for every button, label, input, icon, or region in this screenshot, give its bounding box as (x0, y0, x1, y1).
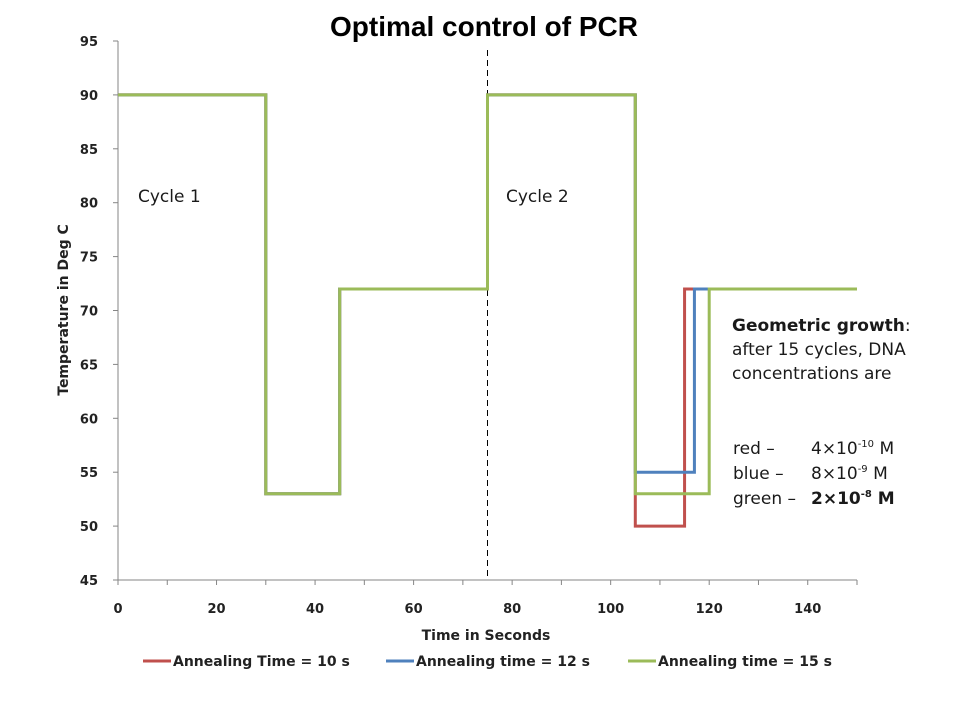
series-lines (118, 93, 857, 528)
concentration-value: 4×10-10 M (811, 439, 895, 459)
concentration-value: 2×10-8 M (811, 489, 895, 509)
growth-body: after 15 cycles, DNA concentrations are (732, 340, 906, 384)
y-tick-label: 90 (80, 89, 98, 104)
concentration-label: blue – (733, 464, 784, 484)
y-tick-label: 65 (80, 358, 98, 373)
concentration-row: green – 2×10-8 M (733, 487, 895, 512)
concentration-list: red – 4×10-10 M blue – 8×10-9 M green – 2×10… (733, 437, 895, 512)
concentration-value: 8×10-9 M (811, 464, 888, 484)
concentration-row: blue – 8×10-9 M (733, 462, 895, 487)
series-line-3 (118, 93, 857, 496)
x-tick-label: 60 (405, 602, 423, 617)
y-tick-label: 60 (80, 412, 98, 427)
y-tick-label: 70 (80, 305, 98, 320)
growth-colon: : (904, 316, 911, 336)
y-axis-ticks: 45 50 55 60 65 70 75 80 85 90 95 (80, 35, 118, 589)
legend-label: Annealing time = 15 s (658, 654, 832, 670)
y-tick-label: 80 (80, 197, 98, 212)
legend-item-3: Annealing time = 15 s (628, 654, 832, 670)
x-axis-title: Time in Seconds (422, 628, 551, 644)
x-tick-label: 0 (113, 602, 122, 617)
x-tick-label: 120 (696, 602, 723, 617)
x-tick-label: 140 (794, 602, 821, 617)
growth-heading: Geometric growth (732, 316, 905, 336)
legend-label: Annealing Time = 10 s (173, 654, 350, 670)
x-tick-label: 20 (207, 602, 225, 617)
x-tick-label: 100 (597, 602, 624, 617)
growth-annotation: Geometric growth: after 15 cycles, DNA c… (732, 314, 947, 386)
concentration-label: green – (733, 489, 797, 509)
legend-item-1: Annealing Time = 10 s (143, 654, 350, 670)
x-axis-ticks: 0 20 40 60 80 100 120 140 (113, 580, 858, 617)
legend-item-2: Annealing time = 12 s (386, 654, 590, 670)
legend-label: Annealing time = 12 s (416, 654, 590, 670)
legend: Annealing Time = 10 s Annealing time = 12… (143, 654, 832, 670)
chart-title: Optimal control of PCR (330, 11, 638, 42)
y-tick-label: 75 (80, 251, 98, 266)
y-tick-label: 50 (80, 520, 98, 535)
y-tick-label: 95 (80, 35, 98, 50)
concentration-label: red – (733, 439, 775, 459)
concentration-row: red – 4×10-10 M (733, 437, 895, 462)
x-tick-label: 40 (306, 602, 324, 617)
y-axis-title: Temperature in Deg C (56, 224, 72, 396)
x-tick-label: 80 (503, 602, 521, 617)
cycle-2-label: Cycle 2 (506, 187, 569, 207)
cycle-1-label: Cycle 1 (138, 187, 201, 207)
y-tick-label: 85 (80, 143, 98, 158)
y-tick-label: 45 (80, 574, 98, 589)
y-tick-label: 55 (80, 466, 98, 481)
